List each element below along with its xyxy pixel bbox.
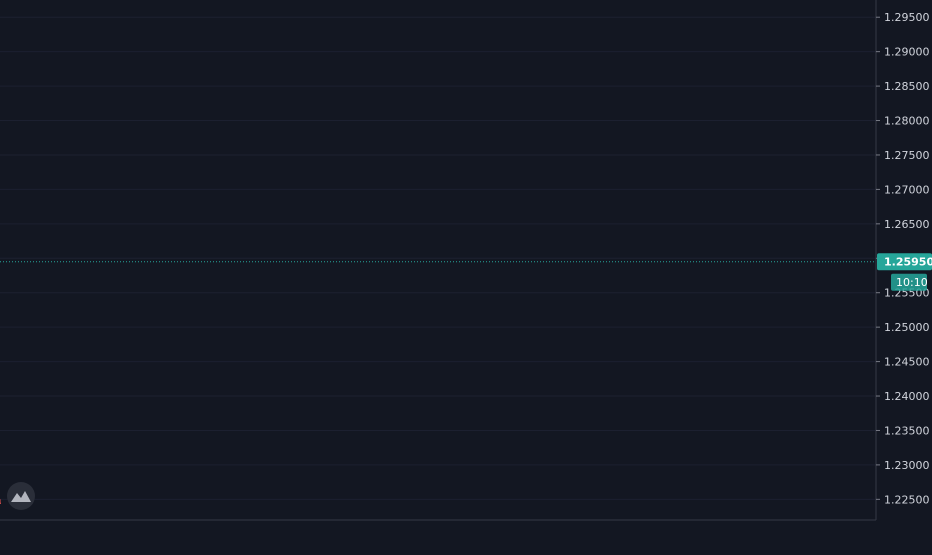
candle-body <box>0 502 1 504</box>
price-tick-label: 1.25000 <box>884 321 930 334</box>
countdown-value: 10:10 <box>896 276 928 289</box>
price-tick-label: 1.27000 <box>884 183 930 196</box>
current-price-value: 1.25950 <box>884 256 932 269</box>
current-price-tag-bg <box>877 253 932 271</box>
price-tick-label: 1.23000 <box>884 459 930 472</box>
price-tick-label: 1.27500 <box>884 149 930 162</box>
price-tick-label: 1.29500 <box>884 11 930 24</box>
candlestick-series <box>0 499 1 504</box>
price-tick-label: 1.29000 <box>884 46 930 59</box>
price-tick-label: 1.28500 <box>884 80 930 93</box>
price-tick-label: 1.24500 <box>884 356 930 369</box>
logo-icon[interactable] <box>7 482 35 510</box>
countdown-tag-bg <box>891 273 927 291</box>
price-tick-label: 1.24000 <box>884 390 930 403</box>
price-tick-label: 1.22500 <box>884 493 930 506</box>
current-price-tag: 1.25950 10:10 <box>877 253 932 291</box>
grid <box>0 16 876 500</box>
time-axis[interactable] <box>0 520 932 550</box>
price-tick-label: 1.26500 <box>884 218 930 231</box>
price-tick-label: 1.23500 <box>884 424 930 437</box>
price-tick-label: 1.28000 <box>884 115 930 128</box>
